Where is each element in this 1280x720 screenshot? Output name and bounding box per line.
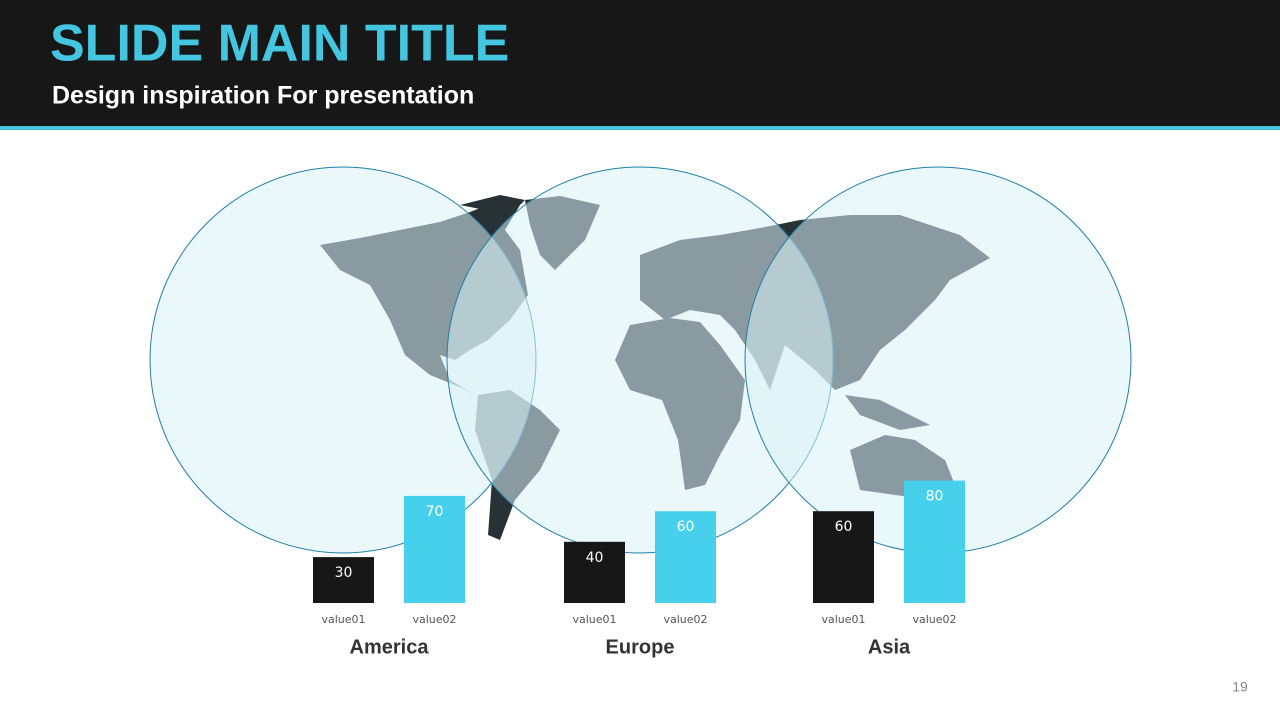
- region-circles: [149, 166, 1132, 554]
- bar: [564, 541, 625, 603]
- chart-title: Asia: [868, 636, 911, 658]
- bar: [313, 557, 374, 603]
- bar: [404, 495, 465, 603]
- bar: [813, 511, 874, 603]
- slide-subtitle: Design inspiration For presentation: [52, 82, 474, 110]
- bar: [655, 511, 716, 603]
- charts: 30 value01 70 value02 America 40 value01 60 valu…: [313, 480, 965, 658]
- bar: [904, 480, 965, 603]
- header-rule: [0, 126, 1280, 130]
- slide-title: SLIDE MAIN TITLE: [50, 15, 509, 73]
- header-band: [0, 0, 1280, 126]
- chart-title: America: [350, 636, 430, 658]
- chart-title: Europe: [606, 636, 675, 658]
- category-label: value01: [321, 613, 365, 626]
- value-label: 30: [335, 565, 353, 581]
- value-label: 60: [835, 519, 853, 535]
- category-label: value01: [821, 613, 865, 626]
- value-label: 60: [677, 519, 695, 535]
- category-label: value02: [912, 613, 956, 626]
- category-label: value02: [663, 613, 707, 626]
- value-label: 40: [586, 550, 604, 566]
- category-label: value01: [572, 613, 616, 626]
- value-label: 70: [426, 504, 444, 520]
- page-number: 19: [1232, 679, 1248, 695]
- category-label: value02: [412, 613, 456, 626]
- value-label: 80: [926, 489, 944, 505]
